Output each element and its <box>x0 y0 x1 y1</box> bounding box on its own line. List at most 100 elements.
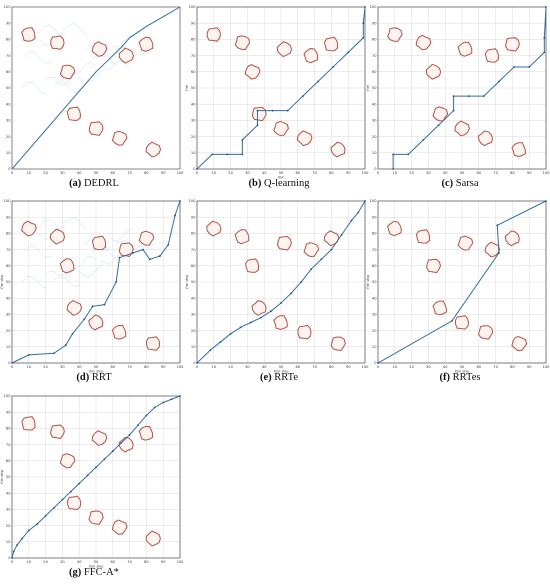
path-point <box>36 523 39 525</box>
x-tick-label: 40 <box>262 171 267 175</box>
obstacle <box>111 324 127 340</box>
x-axis-title: X/m <box>278 176 285 180</box>
obstacle <box>118 436 134 453</box>
y-tick-label: 0 <box>8 361 11 365</box>
x-tick-label: 10 <box>27 171 32 175</box>
x-tick-label: 20 <box>228 365 233 369</box>
x-tick-label: 40 <box>443 365 448 369</box>
x-tick-label: 40 <box>77 560 82 564</box>
caption-title: DEDRL <box>83 178 119 189</box>
y-tick-label: 20 <box>372 329 377 333</box>
obstacle <box>138 425 154 441</box>
x-tick-label: 90 <box>527 171 532 175</box>
y-tick-label: 100 <box>370 5 378 9</box>
path-point <box>69 490 72 493</box>
x-tick-label: 30 <box>426 365 431 369</box>
x-tick-label: 100 <box>543 365 550 369</box>
y-tick-label: 60 <box>6 459 11 463</box>
x-tick-label: 70 <box>312 171 317 175</box>
path-point <box>452 95 455 97</box>
obstacle <box>145 336 161 351</box>
obstacle <box>457 235 474 251</box>
x-tick-label: 100 <box>177 171 185 175</box>
x-tick-label: 70 <box>127 365 132 369</box>
path-point <box>111 450 114 452</box>
y-tick-label: 90 <box>6 215 11 219</box>
plot-frame <box>377 200 547 364</box>
obstacle <box>138 36 154 52</box>
obstacle <box>504 230 520 247</box>
y-tick-label: 50 <box>6 280 11 284</box>
exploration-trace <box>77 70 103 84</box>
obstacle <box>251 106 267 122</box>
y-tick-label: 20 <box>6 524 11 528</box>
y-tick-label: 10 <box>191 345 196 349</box>
path-point <box>362 36 365 39</box>
y-tick-label: 100 <box>4 199 12 203</box>
exploration-trace <box>100 60 130 71</box>
x-tick-label: 0 <box>196 171 199 175</box>
exploration-trace <box>100 254 130 265</box>
y-axis-title: Y/m <box>185 84 189 91</box>
obstacle <box>88 121 104 136</box>
path-point <box>153 406 156 409</box>
panel-c: 0 10 20 30 40 50 60 70 80 90 100 0 10 20 30 40 50 60 70 80 9… <box>366 4 550 192</box>
x-tick-label: 100 <box>362 171 370 175</box>
caption-title: RRTes <box>452 372 481 383</box>
obstacle <box>50 35 65 50</box>
x-tick-label: 50 <box>94 365 99 369</box>
chart-c: 0 10 20 30 40 50 60 70 80 90 100 0 10 20 30 40 50 60 70 80 9… <box>366 5 550 175</box>
path-point <box>167 243 170 246</box>
y-tick-label: 60 <box>372 70 377 74</box>
path-point <box>364 200 366 202</box>
path-point <box>362 22 365 25</box>
y-tick-label: 100 <box>370 199 378 203</box>
caption-title: RRT <box>91 372 112 383</box>
exploration-trace <box>107 228 134 242</box>
obstacle <box>330 141 346 158</box>
path-point <box>330 248 333 251</box>
y-tick-label: 100 <box>4 394 12 398</box>
x-tick-label: 0 <box>377 365 380 369</box>
path-point <box>364 6 366 8</box>
y-tick-label: 70 <box>372 248 377 252</box>
path-point <box>27 529 30 532</box>
path-point <box>422 138 425 141</box>
obstacle <box>273 120 289 136</box>
path-point <box>103 303 106 306</box>
obstacle <box>66 299 83 316</box>
obstacle <box>50 424 65 439</box>
y-tick-label: 60 <box>6 264 11 268</box>
path-point <box>86 474 89 477</box>
path-point <box>229 332 232 335</box>
obstacle <box>330 336 346 351</box>
obstacle <box>511 335 528 352</box>
obstacle <box>91 430 108 447</box>
x-tick-label: 60 <box>296 365 301 369</box>
plot-frame <box>196 200 366 364</box>
path-point <box>162 401 165 404</box>
x-tick-label: 30 <box>245 365 250 369</box>
y-tick-label: 40 <box>191 296 196 300</box>
panel-d: 0 10 20 30 40 50 60 70 80 90 100 0 10 20 30 40 50 60 70 80 9… <box>0 198 184 386</box>
path-point <box>498 80 500 83</box>
x-tick-label: 90 <box>346 171 351 175</box>
obstacle <box>138 230 155 246</box>
exploration-trace <box>45 267 75 279</box>
x-tick-label: 90 <box>161 365 166 369</box>
path-point <box>120 442 123 444</box>
plot-frame <box>11 200 181 364</box>
y-tick-label: 10 <box>372 345 377 349</box>
x-tick-label: 10 <box>212 365 217 369</box>
obstacle <box>111 130 128 146</box>
path-point <box>513 66 515 68</box>
path-point <box>11 362 13 364</box>
x-axis-title: X/m ship <box>455 370 470 374</box>
path-point <box>196 362 198 364</box>
path-point <box>357 211 360 214</box>
x-tick-label: 80 <box>144 560 149 564</box>
y-axis-title: Y/m ship <box>0 275 4 290</box>
exploration-trace <box>77 264 103 278</box>
panel-f: 0 10 20 30 40 50 60 70 80 90 100 0 10 20 30 40 50 60 70 80 9… <box>366 198 550 386</box>
x-tick-label: 30 <box>60 560 65 564</box>
